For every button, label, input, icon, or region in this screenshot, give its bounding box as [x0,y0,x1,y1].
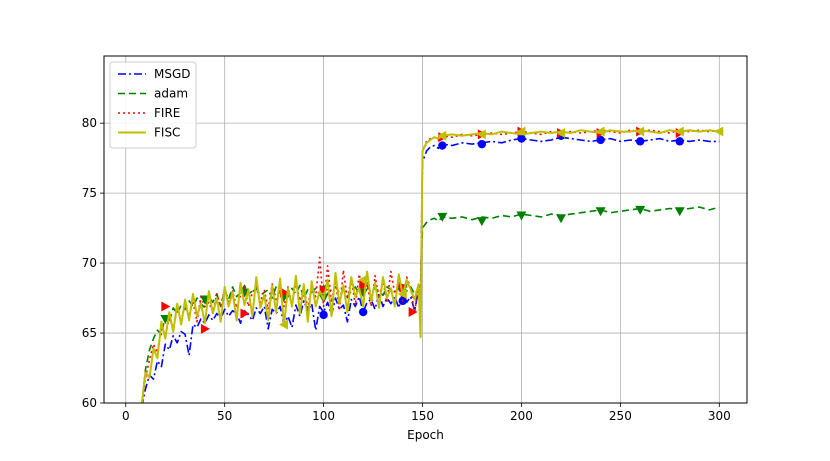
x-tick-label: 300 [708,409,731,423]
x-tick-label: 250 [609,409,632,423]
series-marker-msgd [358,307,368,317]
series-marker-fisc [595,126,605,137]
series-marker-fisc [635,126,645,137]
series-marker-fisc [714,126,724,137]
series-marker-fire [408,307,418,318]
series-marker-msgd [477,139,487,149]
series-marker-adam [635,205,646,215]
y-tick-label: 60 [82,396,97,410]
series-marker-fisc [476,129,486,140]
series-marker-msgd [438,141,447,150]
legend-label-fire: FIRE [154,106,180,120]
y-tick-label: 75 [82,186,97,200]
plot-frame [103,55,748,404]
legend-label-adam: adam [154,87,188,101]
y-tick-label: 80 [82,116,97,130]
series-layer [140,126,724,403]
series-marker-adam [674,207,685,217]
x-tick-label: 200 [510,409,533,423]
series-marker-fisc [397,288,407,299]
series-msgd [141,131,720,403]
y-tick-label: 65 [82,326,97,340]
series-marker-fire [200,323,210,334]
series-marker-fire [161,301,171,312]
series-marker-fisc [437,130,447,141]
y-tick-label: 70 [82,256,97,270]
x-tick-label: 150 [411,409,434,423]
series-marker-adam [437,212,448,222]
legend-label-fisc: FISC [154,126,180,140]
series-marker-fisc [556,127,566,138]
series-line-fisc [140,129,720,403]
series-marker-msgd [675,137,684,146]
series-marker-msgd [517,134,526,143]
series-marker-fisc [674,126,684,137]
series-marker-fisc [279,319,289,330]
x-tick-label: 0 [122,409,130,423]
legend-label-msgd: MSGD [154,67,191,81]
series-marker-msgd [596,135,605,145]
ticks: 0 50 100 150 200 250 300 60 65 70 75 80 [82,116,731,423]
series-marker-adam [556,214,567,224]
series-marker-adam [595,207,606,217]
series-marker-fisc [516,126,526,137]
series-fisc [140,126,724,403]
series-marker-fisc [358,274,368,285]
series-marker-fire [359,280,369,291]
series-marker-msgd [319,310,328,320]
series-marker-msgd [635,137,645,146]
series-marker-adam [476,217,487,227]
legend-box [109,61,197,149]
x-axis-label: Epoch [407,428,444,442]
series-line-msgd [141,136,720,403]
x-tick-label: 100 [312,409,335,423]
x-tick-label: 50 [217,409,232,423]
series-marker-fire [319,284,329,295]
legend: MSGD adam FIRE FISC [109,61,197,149]
series-marker-fire [240,308,250,319]
series-marker-adam [516,211,527,221]
